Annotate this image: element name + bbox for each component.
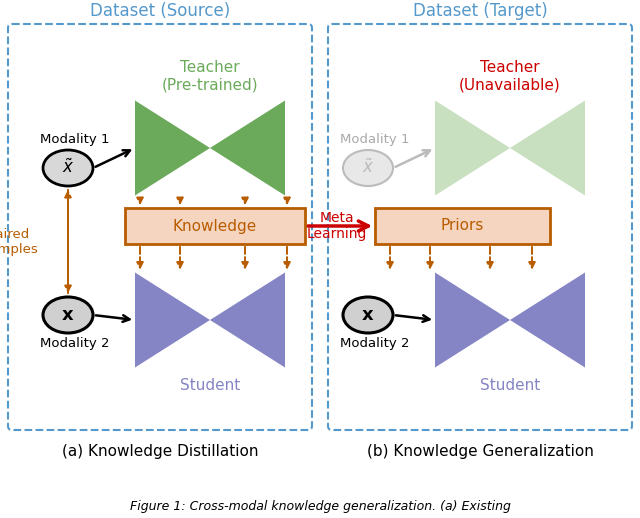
Polygon shape [135, 100, 210, 195]
Polygon shape [435, 272, 510, 367]
Polygon shape [510, 272, 585, 367]
Text: Modality 2: Modality 2 [40, 337, 109, 350]
Text: Modality 1: Modality 1 [40, 134, 109, 147]
Polygon shape [210, 272, 285, 367]
Text: Figure 1: Cross-modal knowledge generalization. (a) Existing: Figure 1: Cross-modal knowledge generali… [129, 500, 511, 513]
Ellipse shape [343, 150, 393, 186]
FancyBboxPatch shape [125, 208, 305, 244]
Text: (b) Knowledge Generalization: (b) Knowledge Generalization [367, 444, 593, 459]
Text: Student: Student [480, 378, 540, 393]
Ellipse shape [43, 150, 93, 186]
Ellipse shape [43, 297, 93, 333]
Ellipse shape [343, 297, 393, 333]
Text: $\mathbf{x}$: $\mathbf{x}$ [362, 306, 374, 324]
Text: Priors: Priors [441, 219, 484, 234]
Polygon shape [135, 272, 210, 367]
Text: Modality 1: Modality 1 [340, 134, 410, 147]
Text: Teacher
(Pre-trained): Teacher (Pre-trained) [162, 60, 259, 92]
Text: Teacher
(Unavailable): Teacher (Unavailable) [459, 60, 561, 92]
Text: $\tilde{x}$: $\tilde{x}$ [362, 159, 374, 177]
Text: Paired
Samples: Paired Samples [0, 227, 38, 255]
Text: (a) Knowledge Distillation: (a) Knowledge Distillation [61, 444, 259, 459]
Polygon shape [510, 100, 585, 195]
Polygon shape [210, 100, 285, 195]
Text: Modality 2: Modality 2 [340, 337, 410, 350]
Text: Knowledge: Knowledge [173, 219, 257, 234]
FancyBboxPatch shape [375, 208, 550, 244]
Text: Student: Student [180, 378, 240, 393]
Text: Dataset (Target): Dataset (Target) [413, 2, 547, 20]
Text: $\tilde{x}$: $\tilde{x}$ [62, 159, 74, 177]
Text: Meta
Learning: Meta Learning [307, 211, 367, 241]
Polygon shape [435, 100, 510, 195]
Text: Dataset (Source): Dataset (Source) [90, 2, 230, 20]
Text: $\mathbf{x}$: $\mathbf{x}$ [61, 306, 75, 324]
